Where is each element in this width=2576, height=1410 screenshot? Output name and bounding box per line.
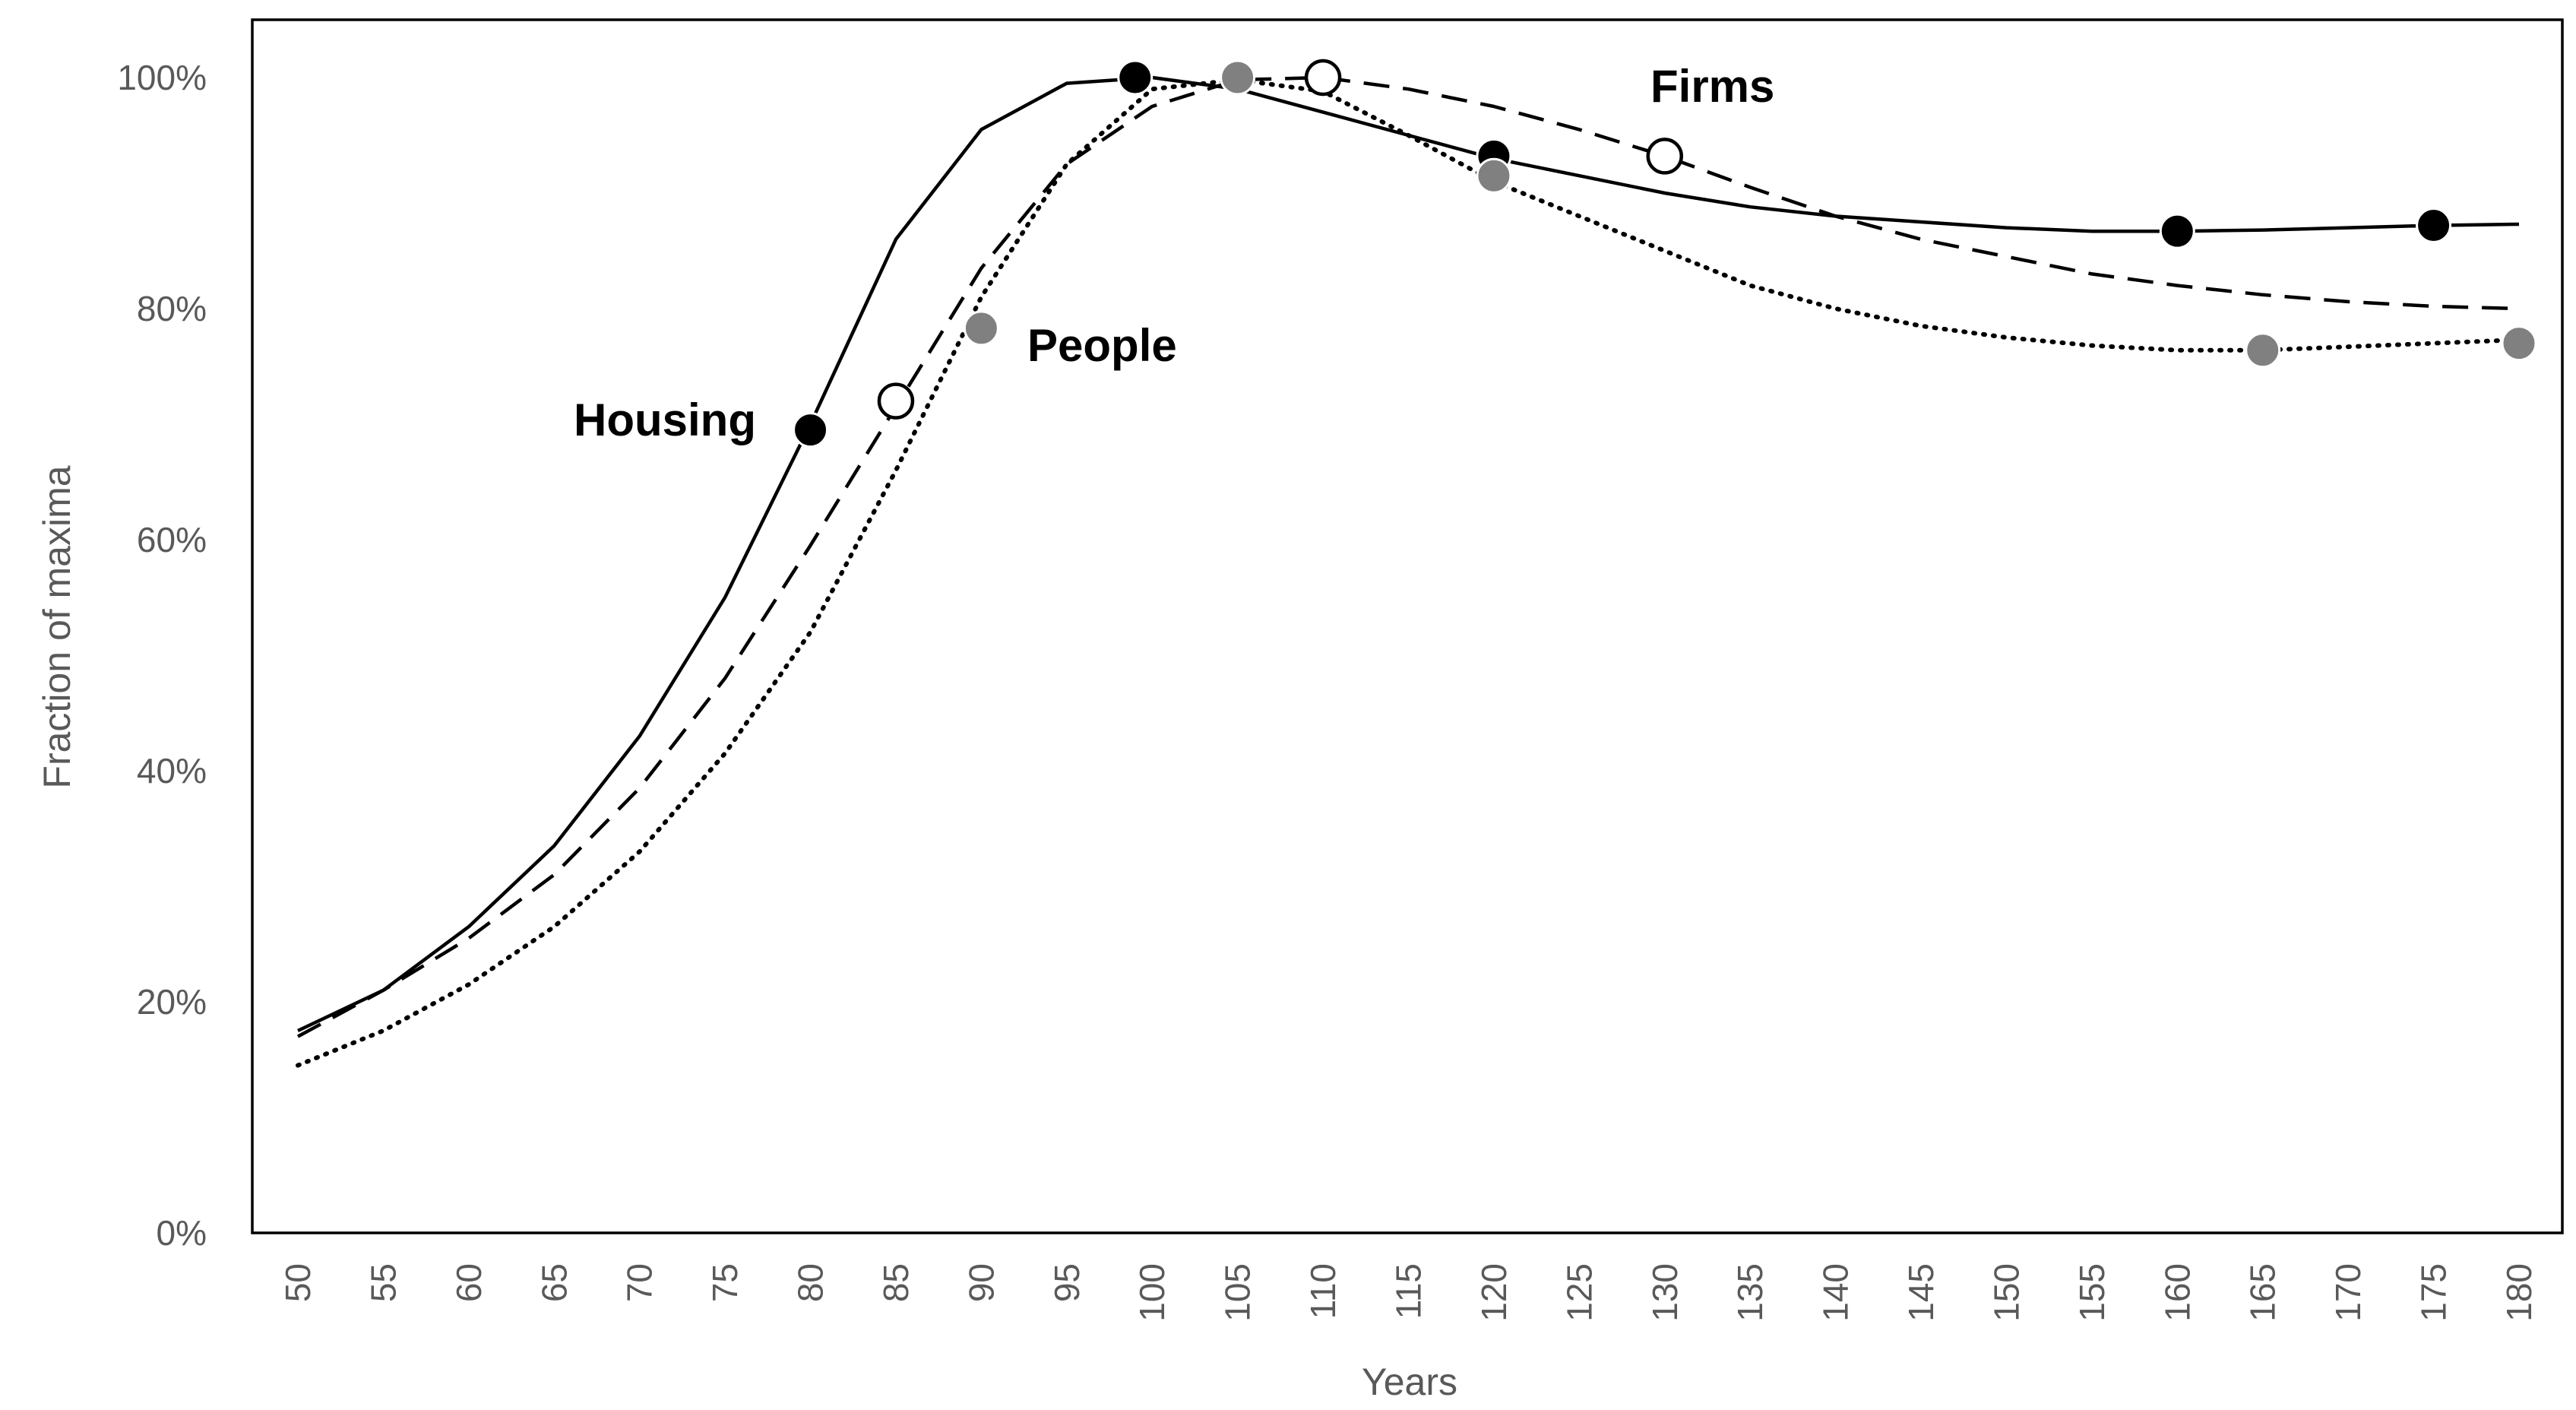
x-tick-label: 80 xyxy=(791,1263,831,1302)
marker-housing xyxy=(793,412,829,448)
series-lines xyxy=(296,75,2521,1068)
series-markers xyxy=(793,59,2537,448)
y-axis-title: Fraction of maxima xyxy=(36,465,78,788)
x-tick-label: 50 xyxy=(278,1263,318,1302)
x-tick-label: 55 xyxy=(363,1263,403,1302)
series-line-firms xyxy=(296,75,2520,1038)
y-tick-label: 40% xyxy=(137,751,207,791)
x-tick-label: 125 xyxy=(1559,1263,1599,1322)
x-tick-label: 110 xyxy=(1303,1263,1343,1319)
marker-people xyxy=(2245,332,2281,369)
marker-people xyxy=(963,310,999,347)
plot-frame xyxy=(251,18,2564,1234)
plot-border xyxy=(251,18,2564,1234)
x-tick-label: 65 xyxy=(534,1263,574,1302)
y-tick-label: 60% xyxy=(137,520,207,559)
x-tick-label: 90 xyxy=(961,1263,1001,1302)
marker-firms xyxy=(1646,138,1684,175)
marker-firms xyxy=(1304,59,1342,97)
marker-housing xyxy=(2416,208,2452,244)
y-tick-label: 20% xyxy=(137,982,207,1022)
x-tick-label: 180 xyxy=(2499,1263,2539,1322)
x-tick-label: 175 xyxy=(2414,1263,2454,1322)
x-tick-label: 70 xyxy=(620,1263,660,1302)
marker-people xyxy=(1476,157,1512,194)
y-tick-label: 80% xyxy=(137,289,207,328)
marker-people xyxy=(2501,325,2537,362)
marker-firms xyxy=(877,382,915,420)
x-tick-label: 130 xyxy=(1645,1263,1685,1322)
x-axis-ticks: 50 55 60 65 70 75 80 85 90 95 100 105 110 115 120 125 13… xyxy=(278,1263,2539,1322)
x-tick-label: 145 xyxy=(1901,1263,1941,1322)
series-label-firms: Firms xyxy=(1650,61,1774,112)
x-tick-label: 60 xyxy=(449,1263,489,1302)
x-tick-label: 75 xyxy=(705,1263,745,1302)
x-tick-label: 120 xyxy=(1474,1263,1514,1322)
x-tick-label: 95 xyxy=(1047,1263,1087,1302)
x-tick-label: 170 xyxy=(2328,1263,2368,1322)
x-tick-label: 160 xyxy=(2157,1263,2197,1322)
series-line-people xyxy=(296,78,2521,1068)
x-tick-label: 155 xyxy=(2072,1263,2112,1322)
marker-housing xyxy=(1117,59,1154,96)
y-tick-label: 0% xyxy=(157,1213,207,1253)
x-tick-label: 165 xyxy=(2243,1263,2283,1322)
x-tick-label: 100 xyxy=(1132,1263,1172,1322)
y-axis-ticks: 0% 20% 40% 60% 80% 100% xyxy=(117,58,207,1253)
series-label-people: People xyxy=(1027,320,1177,371)
y-tick-label: 100% xyxy=(117,58,207,97)
x-tick-label: 150 xyxy=(1986,1263,2026,1322)
marker-people xyxy=(1220,59,1256,96)
x-tick-label: 105 xyxy=(1218,1263,1258,1322)
x-tick-label: 140 xyxy=(1816,1263,1856,1322)
x-axis-title: Years xyxy=(1362,1361,1457,1403)
marker-housing xyxy=(2159,213,2195,249)
x-tick-label: 135 xyxy=(1730,1263,1770,1322)
series-label-housing: Housing xyxy=(574,394,756,445)
x-tick-label: 115 xyxy=(1389,1263,1429,1319)
x-tick-label: 85 xyxy=(876,1263,916,1302)
